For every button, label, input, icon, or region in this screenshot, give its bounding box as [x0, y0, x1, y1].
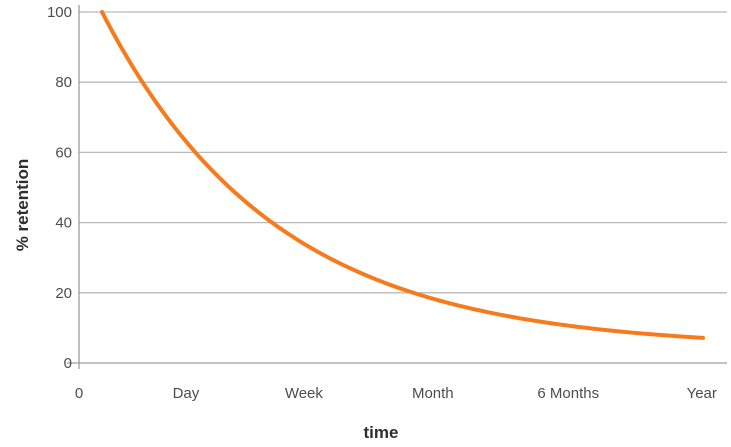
x-tick-label-week: Week — [285, 385, 324, 402]
x-axis-title: time — [363, 423, 399, 442]
y-tick-label-80: 80 — [55, 74, 72, 91]
x-tick-labels: 0 Day Week Month 6 Months Year — [75, 385, 717, 402]
y-tick-labels: 100 80 60 40 20 0 — [47, 4, 72, 372]
y-tick-label-40: 40 — [55, 215, 72, 232]
x-tick-label-6-months: 6 Months — [537, 385, 599, 402]
axes — [67, 5, 727, 369]
y-tick-label-100: 100 — [47, 4, 72, 21]
x-tick-label-day: Day — [173, 385, 200, 402]
y-tick-label-20: 20 — [55, 285, 72, 302]
x-tick-label-month: Month — [412, 385, 454, 402]
retention-curve — [100, 10, 706, 340]
x-tick-label-0: 0 — [75, 385, 83, 402]
y-tick-label-0: 0 — [64, 355, 72, 372]
y-axis-title: % retention — [13, 158, 32, 252]
y-tick-label-60: 60 — [55, 144, 72, 161]
x-tick-label-year: Year — [687, 385, 717, 402]
gridlines — [79, 11, 727, 294]
